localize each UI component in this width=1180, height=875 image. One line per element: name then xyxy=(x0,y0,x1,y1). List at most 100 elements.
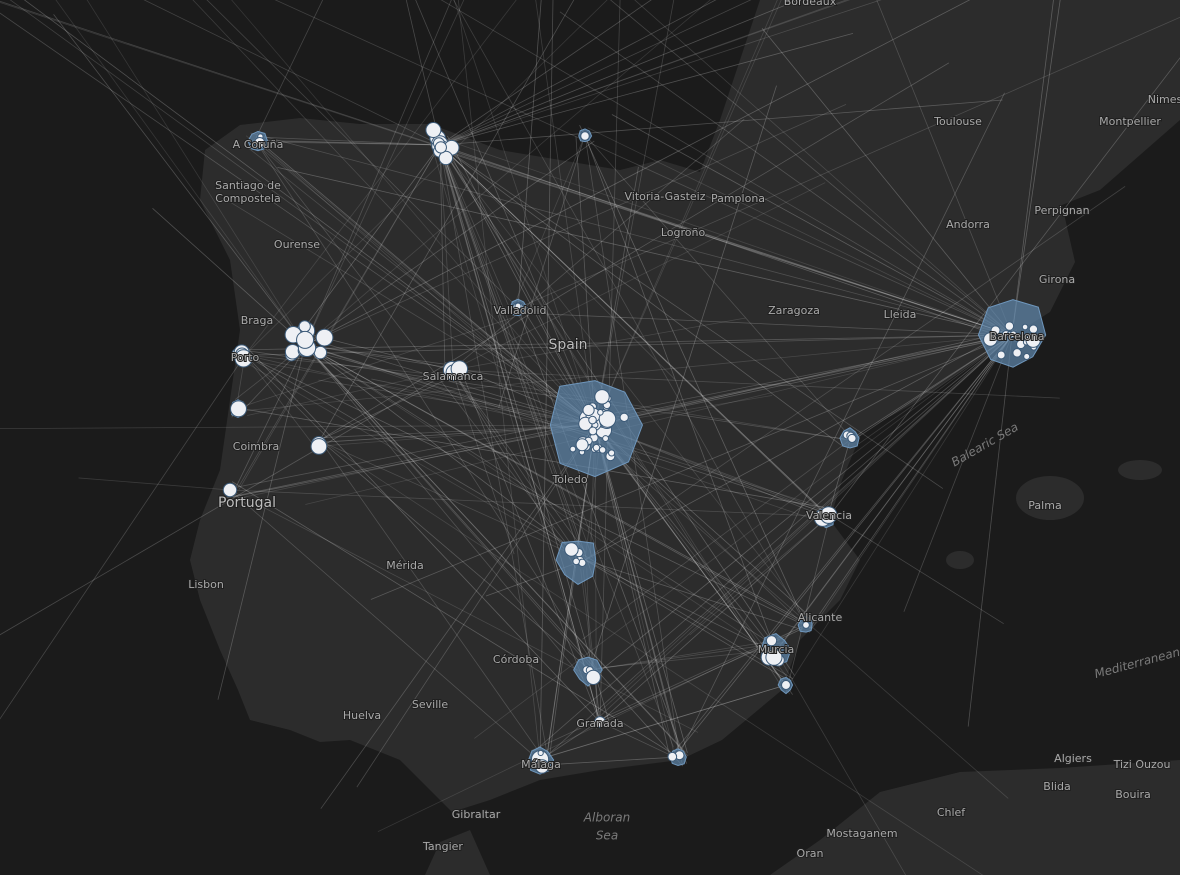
flow-line xyxy=(277,166,1013,336)
flow-line xyxy=(356,424,596,788)
place-label: Nimes xyxy=(1148,93,1180,106)
flow-line xyxy=(439,99,1003,146)
flow-line xyxy=(523,312,1013,336)
flow-line xyxy=(548,684,787,758)
point xyxy=(588,415,597,425)
point xyxy=(514,302,522,310)
flow-line xyxy=(451,369,1060,399)
flow-line xyxy=(244,354,794,680)
point xyxy=(983,332,998,347)
flow-line xyxy=(217,344,306,700)
flow-line xyxy=(254,139,581,562)
flow-line xyxy=(319,377,450,441)
point xyxy=(254,136,266,149)
flow-line xyxy=(829,514,1004,625)
flow-line xyxy=(304,344,684,767)
flow-line xyxy=(0,369,453,636)
place-label: Toledo xyxy=(551,473,587,486)
flow-line xyxy=(248,363,586,561)
flow-line xyxy=(439,144,585,568)
flow-line xyxy=(229,489,699,733)
flow-line xyxy=(304,344,768,642)
flow-line xyxy=(509,134,586,315)
flow-line xyxy=(594,424,789,680)
flow-line xyxy=(264,145,596,426)
place-label: Toulouse xyxy=(933,115,982,128)
point xyxy=(1004,321,1015,331)
flow-line xyxy=(244,354,594,435)
place-label: Bordeaux xyxy=(784,0,837,8)
flow-line xyxy=(206,0,519,309)
flow-line xyxy=(545,424,596,760)
flow-line xyxy=(319,62,950,441)
point xyxy=(588,426,598,436)
place-label: Coimbra xyxy=(233,440,279,453)
flow-line xyxy=(439,144,514,316)
point xyxy=(1025,332,1041,348)
flow-line xyxy=(474,334,1013,739)
flow-line xyxy=(785,514,831,694)
flow-line xyxy=(595,334,1013,721)
flow-line xyxy=(229,489,531,753)
point xyxy=(802,621,810,629)
flow-line xyxy=(582,569,601,723)
flow-line xyxy=(439,144,818,506)
island xyxy=(946,551,974,569)
flow-line xyxy=(451,369,515,555)
flow-line xyxy=(903,334,1013,612)
place-label: A Coruña xyxy=(233,138,284,151)
flow-line xyxy=(370,334,1013,600)
flow-line xyxy=(304,344,529,381)
place-label: Bouira xyxy=(1115,788,1151,801)
flow-line xyxy=(225,198,596,426)
flow-line xyxy=(239,334,1013,351)
flow-line xyxy=(439,0,752,146)
flow-line xyxy=(439,144,676,380)
flow-line xyxy=(254,139,1009,799)
flow-line xyxy=(439,0,848,146)
flow-line xyxy=(594,0,782,426)
flow-line xyxy=(594,424,816,622)
flow-line xyxy=(246,146,596,426)
flow-line xyxy=(313,335,453,371)
flow-line xyxy=(599,511,834,723)
place-label: Palma xyxy=(1028,499,1061,512)
flow-line xyxy=(297,144,441,337)
flow-line xyxy=(594,424,793,695)
flow-line xyxy=(304,344,595,671)
flow-line xyxy=(319,0,575,441)
flow-line xyxy=(304,344,813,629)
place-label: Vitoria-Gasteiz xyxy=(625,190,706,203)
flow-line xyxy=(439,0,652,146)
point xyxy=(608,449,616,457)
point xyxy=(847,433,857,443)
flow-line xyxy=(594,424,683,766)
flow-line xyxy=(594,424,671,760)
flow-line xyxy=(238,144,441,490)
flow-line xyxy=(584,331,1007,561)
point xyxy=(594,389,610,405)
flow-line xyxy=(439,144,602,727)
point xyxy=(564,542,579,557)
flow-line xyxy=(587,127,1013,336)
flow-line xyxy=(86,0,306,346)
flow-line xyxy=(324,442,586,561)
flow-line xyxy=(589,85,777,671)
flow-line xyxy=(318,379,596,426)
flow-line xyxy=(539,0,554,761)
flow-line xyxy=(547,684,787,757)
flow-line xyxy=(457,0,541,761)
place-label: Ourense xyxy=(274,238,320,251)
flow-line xyxy=(536,756,679,766)
flow-line xyxy=(439,144,944,489)
point xyxy=(996,350,1006,360)
flow-line xyxy=(535,0,596,426)
point xyxy=(230,400,247,418)
place-label: Porto xyxy=(231,351,260,364)
flow-line xyxy=(447,150,596,426)
flow-line xyxy=(0,424,596,430)
flow-line xyxy=(582,439,851,640)
flow-line xyxy=(244,0,517,356)
flow-line xyxy=(304,344,584,679)
